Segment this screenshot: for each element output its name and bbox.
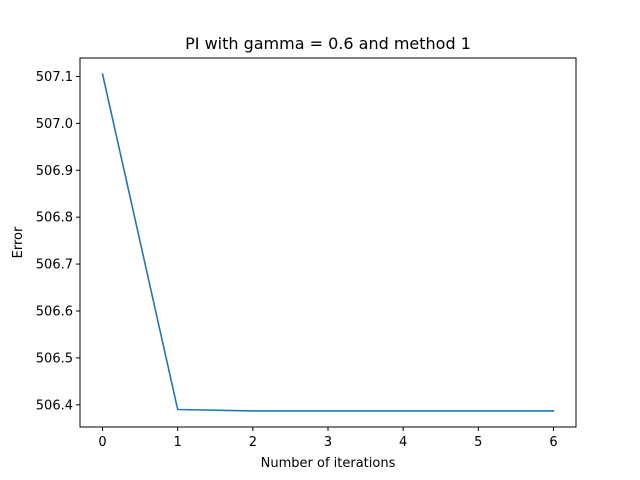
y-tick-label: 506.7 <box>36 258 73 273</box>
series-line <box>101 73 555 412</box>
x-tick-label: 1 <box>174 435 182 450</box>
y-tick-label: 506.5 <box>36 351 73 366</box>
y-tick-label: 506.6 <box>36 304 73 319</box>
y-tick-label: 507.0 <box>36 117 73 132</box>
y-axis-label: Error <box>11 226 26 258</box>
y-tick-label: 506.8 <box>36 211 73 226</box>
x-tick-label: 6 <box>549 435 557 450</box>
x-axis: 0 1 2 3 4 5 6 <box>98 427 558 450</box>
y-tick-label: 506.4 <box>36 398 73 413</box>
x-tick-label: 2 <box>249 435 257 450</box>
x-axis-label: Number of iterations <box>261 456 396 471</box>
y-tick-label: 507.1 <box>36 70 73 85</box>
y-axis: 506.4 506.5 506.6 506.7 506.8 506.9 507.0 507.1 <box>36 70 80 413</box>
x-tick-label: 4 <box>399 435 407 450</box>
x-tick-label: 3 <box>324 435 332 450</box>
series-layer <box>101 73 555 412</box>
x-tick-label: 5 <box>474 435 482 450</box>
y-tick-label: 506.9 <box>36 164 73 179</box>
x-tick-label: 0 <box>98 435 106 450</box>
chart-title: PI with gamma = 0.6 and method 1 <box>185 34 471 53</box>
